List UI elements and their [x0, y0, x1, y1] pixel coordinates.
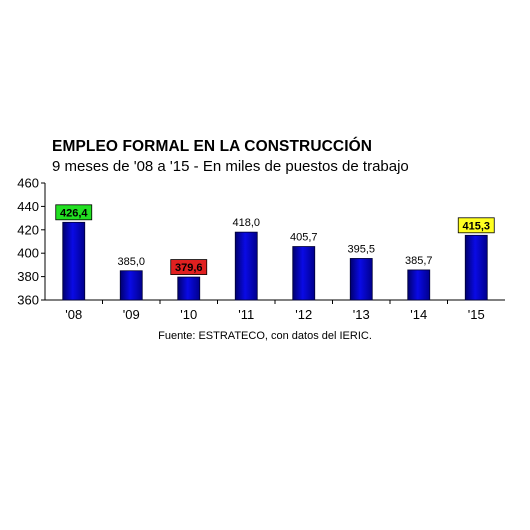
- bar: [62, 221, 86, 301]
- bar: [464, 234, 488, 301]
- bar: [349, 258, 373, 301]
- data-label: 395,5: [347, 243, 375, 255]
- chart-title: EMPLEO FORMAL EN LA CONSTRUCCIÓN: [52, 138, 373, 155]
- data-label: 385,0: [117, 256, 145, 268]
- bar: [234, 231, 258, 301]
- y-tick-label: 400: [17, 246, 39, 261]
- bar: [177, 276, 201, 301]
- y-tick-label: 460: [17, 176, 39, 191]
- data-label: 426,4: [60, 207, 88, 219]
- data-label: 405,7: [290, 232, 318, 244]
- x-tick-label: '08: [65, 307, 82, 322]
- y-tick-label: 440: [17, 199, 39, 214]
- x-tick-label: '14: [410, 307, 427, 322]
- x-tick-label: '09: [123, 307, 140, 322]
- x-tick-label: '12: [295, 307, 312, 322]
- chart-subtitle: 9 meses de '08 a '15 - En miles de puest…: [52, 158, 409, 175]
- data-label: 379,6: [175, 262, 203, 274]
- x-tick-label: '13: [353, 307, 370, 322]
- y-tick-label: 380: [17, 269, 39, 284]
- x-tick-label: '11: [238, 307, 254, 322]
- y-tick-label: 360: [17, 293, 39, 308]
- data-label: 385,7: [405, 255, 433, 267]
- data-label-highlight: [170, 259, 208, 275]
- y-tick-label: 420: [17, 222, 39, 237]
- data-label-highlight: [55, 204, 93, 221]
- data-label-highlight: [457, 217, 495, 234]
- x-tick-label: '10: [180, 307, 197, 322]
- bar: [292, 246, 316, 301]
- chart-source-note: Fuente: ESTRATECO, con datos del IERIC.: [158, 330, 372, 342]
- data-label: 415,3: [462, 220, 490, 232]
- bar: [407, 269, 431, 301]
- x-tick-label: '15: [468, 307, 485, 322]
- bar: [119, 270, 143, 301]
- data-label: 418,0: [232, 217, 260, 229]
